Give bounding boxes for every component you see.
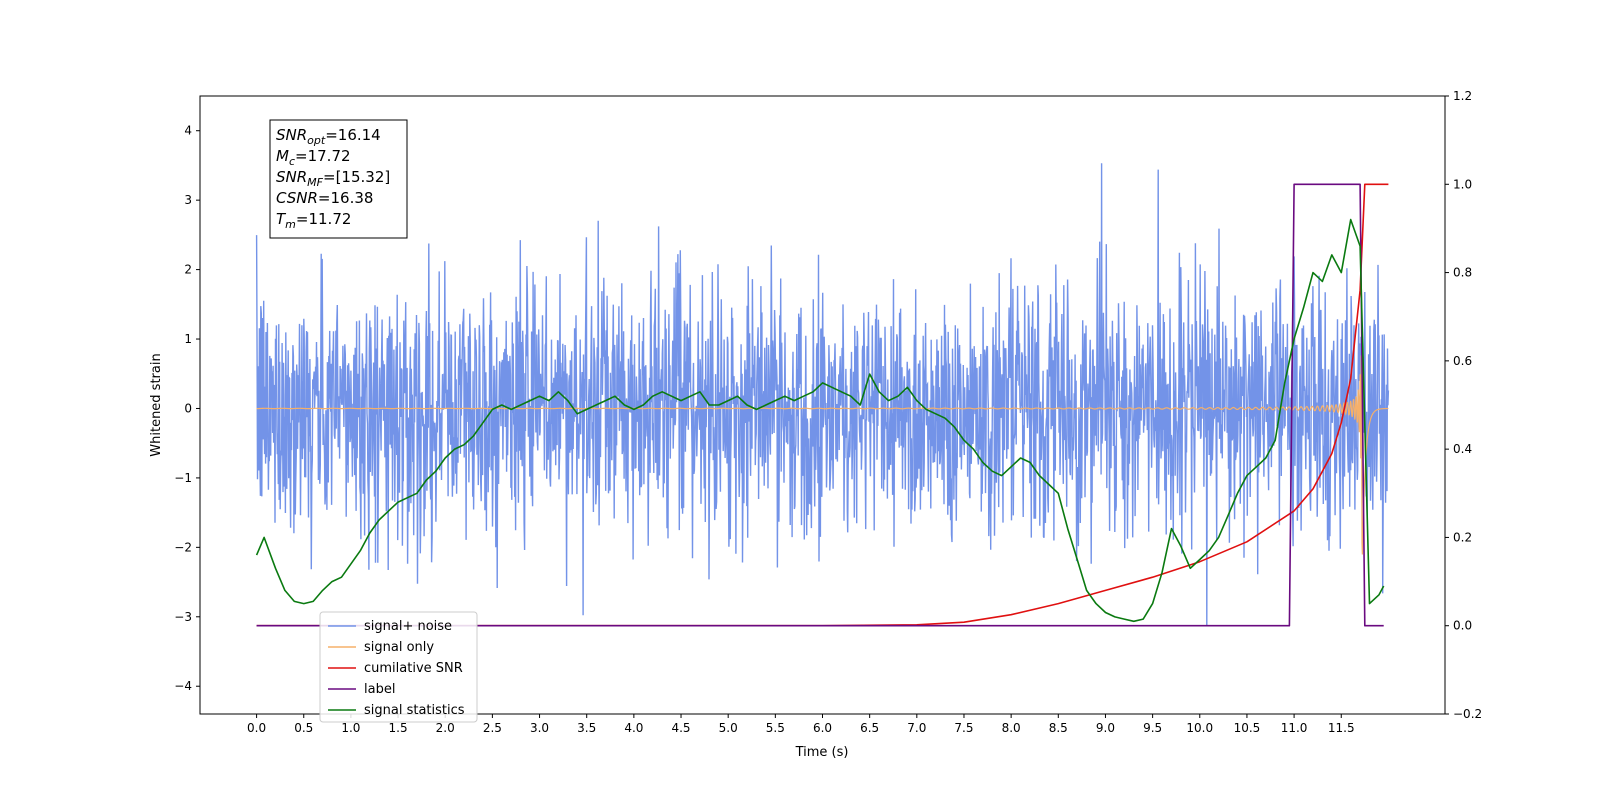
- y-tick-label: 0: [184, 401, 192, 415]
- annotation-value: =16.38: [318, 189, 374, 207]
- series-signal-noise-line: [255, 163, 1390, 626]
- x-tick-label: 6.0: [813, 721, 832, 735]
- y-tick-label: −3: [174, 610, 192, 624]
- x-tick-label: 10.5: [1234, 721, 1261, 735]
- x-tick-label: 3.5: [577, 721, 596, 735]
- right-y-tick-label: 0.4: [1453, 442, 1472, 456]
- series-signal-only-line: [256, 355, 1389, 555]
- x-axis-label: Time (s): [795, 745, 849, 760]
- annotation-subscript: MF: [307, 176, 323, 189]
- annotation-symbol: T: [276, 210, 287, 228]
- x-tick-label: 4.0: [624, 721, 643, 735]
- legend-label: signal statistics: [364, 703, 465, 718]
- x-tick-label: 1.0: [341, 721, 360, 735]
- right-y-tick-label: 1.0: [1453, 177, 1472, 191]
- x-tick-label: 1.5: [389, 721, 408, 735]
- annotation-value: =17.72: [295, 147, 351, 165]
- annotation-subscript: m: [285, 218, 296, 231]
- series-cumulative-snr-line: [256, 183, 1389, 627]
- x-tick-label: 8.5: [1049, 721, 1068, 735]
- right-y-tick-label: 0.8: [1453, 266, 1472, 280]
- x-axis-ticks: 0.0 0.5 1.0 1.5 2.0 2.5 3.0 3.5 4.0 4.5 5.0 5.5 6.0 6…: [247, 714, 1355, 735]
- annotation-symbol: M: [276, 147, 289, 165]
- x-tick-label: 7.0: [907, 721, 926, 735]
- y-axis-label: Whitened strain: [149, 353, 164, 456]
- annotation-symbol: SNR: [276, 126, 307, 144]
- x-tick-label: 2.0: [436, 721, 455, 735]
- x-tick-label: 9.5: [1143, 721, 1162, 735]
- x-tick-label: 11.0: [1281, 721, 1308, 735]
- annotation-frame: [269, 119, 408, 239]
- y-axis-ticks: −4 −3 −2 −1 0 1 2 3 4: [174, 124, 200, 693]
- x-tick-label: 3.0: [530, 721, 549, 735]
- annotation-line: CSNR=16.38: [276, 189, 373, 207]
- legend-label: label: [364, 682, 395, 697]
- series-layer: [255, 163, 1390, 627]
- annotation-value: =[15.32]: [323, 168, 390, 186]
- series-signal-statistics-line: [255, 218, 1385, 623]
- legend-label: signal+ noise: [364, 619, 452, 634]
- x-tick-label: 10.0: [1186, 721, 1213, 735]
- x-tick-label: 7.5: [954, 721, 973, 735]
- y-tick-label: 2: [184, 263, 192, 277]
- x-tick-label: 4.5: [671, 721, 690, 735]
- x-tick-label: 8.0: [1002, 721, 1021, 735]
- right-y-tick-label: 0.0: [1453, 619, 1472, 633]
- annotation-symbol: CSNR: [276, 189, 318, 207]
- x-tick-label: 0.0: [247, 721, 266, 735]
- annotation-line: Tm=11.72: [276, 210, 351, 231]
- right-y-tick-label: 1.2: [1453, 89, 1472, 103]
- x-tick-label: 0.5: [294, 721, 313, 735]
- x-tick-label: 11.5: [1328, 721, 1355, 735]
- x-tick-label: 5.0: [719, 721, 738, 735]
- series-label-line: [256, 183, 1384, 627]
- annotation-subscript: opt: [307, 134, 326, 147]
- y-tick-label: −4: [174, 679, 192, 693]
- x-tick-label: 5.5: [766, 721, 785, 735]
- legend-frame: [319, 611, 478, 723]
- annotation-value: =16.14: [325, 126, 381, 144]
- annotation-symbol: SNR: [276, 168, 307, 186]
- x-tick-label: 2.5: [483, 721, 502, 735]
- annotation-subscript: c: [289, 155, 295, 168]
- y-tick-label: 3: [184, 193, 192, 207]
- right-y-tick-label: 0.2: [1453, 530, 1472, 544]
- annotation-value: =11.72: [296, 210, 352, 228]
- legend-label: signal only: [364, 640, 434, 655]
- right-y-tick-label: −0.2: [1453, 707, 1482, 721]
- y-tick-label: −2: [174, 540, 192, 554]
- x-tick-label: 9.0: [1096, 721, 1115, 735]
- annotation-line: SNRMF=[15.32]: [276, 168, 390, 189]
- x-tick-label: 6.5: [860, 721, 879, 735]
- y-tick-label: 4: [184, 124, 192, 138]
- legend-label: cumilative SNR: [364, 661, 463, 676]
- annotation-line: Mc=17.72: [276, 147, 351, 168]
- right-y-axis-ticks: −0.2 0.0 0.2 0.4 0.6 0.8 1.0 1.2: [1445, 89, 1482, 721]
- legend: signal+ noise signal only cumilative SNR la…: [319, 611, 478, 723]
- annotation-box: SNRopt=16.14Mc=17.72SNRMF=[15.32]CSNR=16…: [269, 119, 408, 239]
- right-y-tick-label: 0.6: [1453, 354, 1472, 368]
- y-tick-label: −1: [174, 471, 192, 485]
- annotation-line: SNRopt=16.14: [276, 126, 381, 147]
- y-tick-label: 1: [184, 332, 192, 346]
